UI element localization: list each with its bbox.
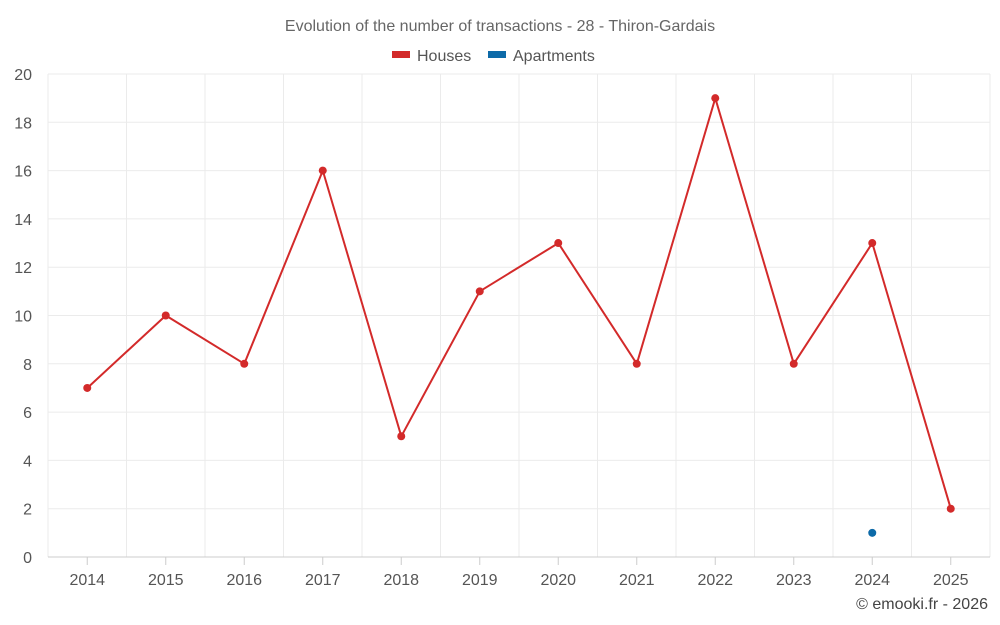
x-tick-label: 2020 — [540, 572, 576, 589]
y-tick-label: 6 — [23, 405, 32, 422]
y-tick-label: 18 — [14, 115, 32, 132]
legend: Houses Apartments — [392, 48, 595, 65]
x-tick-label: 2016 — [226, 572, 262, 589]
data-point-houses-2019[interactable] — [475, 287, 484, 296]
data-point-houses-2024[interactable] — [868, 239, 877, 248]
y-tick-label: 0 — [23, 550, 32, 567]
credit-text: © emooki.fr - 2026 — [856, 596, 988, 613]
y-tick-label: 14 — [14, 212, 32, 229]
data-point-houses-2017[interactable] — [318, 166, 327, 175]
data-point-apartments-2024[interactable] — [868, 528, 877, 537]
x-tick-label: 2019 — [462, 572, 498, 589]
data-point-houses-2021[interactable] — [632, 359, 641, 368]
y-tick-label: 16 — [14, 164, 32, 181]
x-tick-label: 2014 — [69, 572, 105, 589]
y-tick-label: 8 — [23, 357, 32, 374]
legend-swatch-houses — [392, 51, 410, 58]
data-point-houses-2020[interactable] — [554, 239, 563, 248]
y-tick-label: 2 — [23, 502, 32, 519]
data-point-houses-2022[interactable] — [711, 94, 720, 103]
x-tick-label: 2017 — [305, 572, 341, 589]
chart-title: Evolution of the number of transactions … — [285, 18, 715, 35]
data-point-houses-2023[interactable] — [789, 359, 798, 368]
data-point-houses-2015[interactable] — [161, 311, 170, 320]
data-point-houses-2014[interactable] — [83, 383, 92, 392]
x-tick-label: 2018 — [383, 572, 419, 589]
data-point-houses-2018[interactable] — [397, 432, 406, 441]
y-tick-label: 20 — [14, 67, 32, 84]
x-tick-label: 2021 — [619, 572, 655, 589]
y-tick-label: 12 — [14, 260, 32, 277]
x-tick-label: 2022 — [697, 572, 733, 589]
legend-label-houses[interactable]: Houses — [417, 48, 471, 65]
x-tick-label: 2025 — [933, 572, 969, 589]
x-tick-label: 2023 — [776, 572, 812, 589]
legend-label-apartments[interactable]: Apartments — [513, 48, 595, 65]
x-tick-label: 2015 — [148, 572, 184, 589]
data-point-houses-2025[interactable] — [946, 504, 955, 513]
y-tick-label: 4 — [23, 453, 32, 470]
data-point-houses-2016[interactable] — [240, 359, 249, 368]
y-tick-label: 10 — [14, 309, 32, 326]
series-line-houses — [86, 97, 952, 509]
legend-swatch-apartments — [488, 51, 506, 58]
x-tick-label: 2024 — [854, 572, 890, 589]
